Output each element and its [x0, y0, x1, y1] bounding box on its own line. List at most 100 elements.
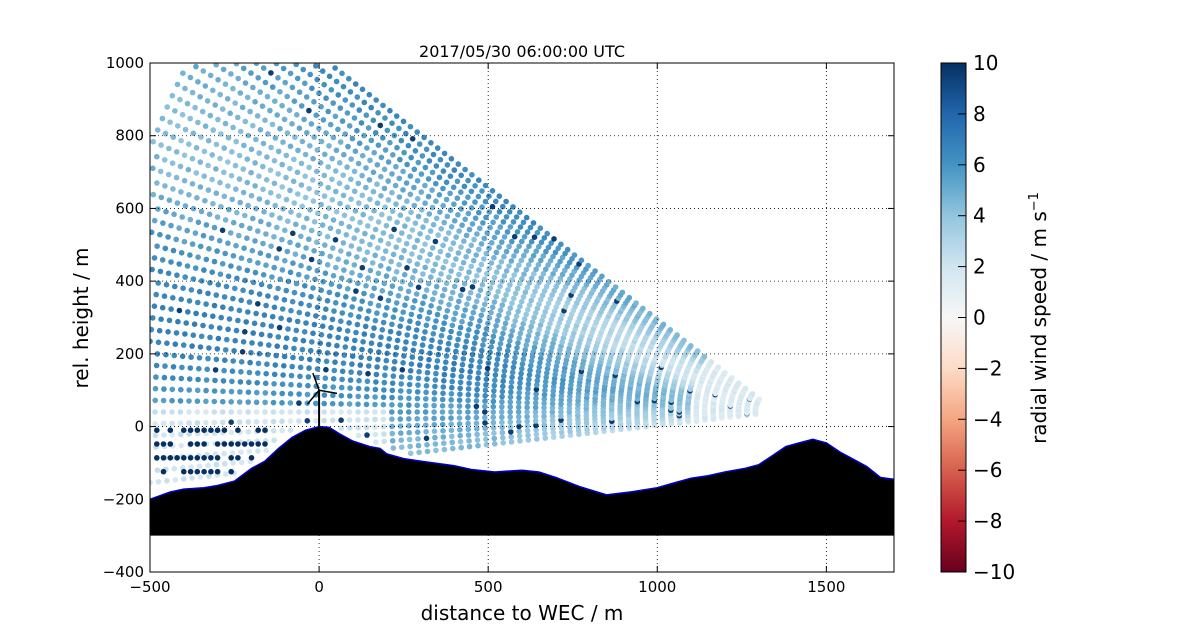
scan-point	[220, 398, 226, 405]
scan-point	[473, 334, 479, 341]
scan-point	[374, 162, 381, 168]
scan-point	[487, 224, 493, 231]
scan-point	[507, 338, 513, 344]
scan-point	[485, 290, 492, 297]
scan-point	[479, 188, 485, 194]
scan-point	[194, 420, 201, 426]
scan-point	[279, 381, 286, 388]
scan-point	[497, 224, 504, 230]
scan-point	[185, 309, 191, 315]
scan-point	[540, 270, 547, 277]
scan-point	[447, 334, 453, 341]
scan-point	[497, 283, 503, 290]
scan-point	[420, 300, 426, 307]
scan-point	[207, 72, 214, 79]
scan-point	[153, 291, 159, 298]
scan-point	[330, 384, 337, 390]
scan-point	[326, 333, 333, 339]
scan-point	[178, 137, 184, 144]
scan-point	[356, 314, 362, 320]
scan-point	[289, 84, 296, 91]
scan-point	[451, 360, 457, 367]
scan-point	[350, 345, 357, 352]
scan-point	[370, 169, 377, 176]
scan-point	[440, 384, 447, 390]
scan-point	[170, 364, 177, 370]
scan-point	[240, 189, 247, 196]
scan-point	[352, 148, 359, 154]
scan-point	[248, 441, 255, 447]
scan-point	[489, 304, 496, 311]
scan-point	[493, 367, 499, 373]
scan-point	[414, 237, 421, 244]
scan-point	[166, 145, 172, 152]
scan-point	[317, 340, 324, 347]
scan-point	[521, 316, 528, 322]
scan-point	[516, 335, 522, 342]
scan-point	[338, 275, 345, 282]
scan-point	[298, 103, 305, 109]
scan-point	[375, 245, 381, 251]
scan-point	[557, 258, 563, 265]
scan-point	[372, 409, 378, 415]
scan-point	[431, 290, 438, 296]
scan-point	[429, 245, 436, 251]
scan-point	[507, 282, 513, 288]
scan-point	[249, 340, 255, 346]
scan-point	[484, 271, 490, 277]
scan-point	[389, 380, 396, 387]
scan-point	[331, 308, 337, 314]
scan-point	[486, 193, 492, 199]
scan-point	[257, 89, 264, 95]
scan-point	[300, 291, 306, 298]
scan-point	[533, 395, 539, 402]
scan-point	[382, 248, 389, 254]
scan-point	[456, 298, 462, 305]
scan-point	[498, 259, 505, 265]
y-axis-label: rel. height / m	[69, 247, 93, 388]
scan-point	[756, 396, 762, 403]
scan-point	[493, 293, 500, 300]
scan-point	[326, 73, 333, 80]
scan-point	[174, 81, 181, 88]
scan-point	[507, 424, 514, 430]
scan-point	[457, 292, 464, 299]
scan-point	[208, 468, 214, 475]
scan-point	[248, 349, 254, 356]
scan-point	[154, 127, 161, 133]
scan-point	[367, 241, 373, 248]
scan-point	[404, 198, 410, 204]
scan-point	[355, 160, 362, 167]
scan-point	[253, 310, 259, 317]
scan-point	[187, 468, 194, 475]
scan-point	[735, 380, 742, 387]
scan-point	[516, 418, 522, 425]
scan-point	[273, 63, 280, 67]
scan-point	[234, 209, 240, 216]
scan-point	[544, 304, 550, 311]
scan-point	[189, 343, 195, 349]
scan-point	[375, 219, 382, 225]
scan-point	[508, 333, 514, 339]
scan-point	[230, 253, 237, 259]
scan-point	[381, 387, 387, 393]
scan-point	[364, 432, 370, 438]
scan-point	[382, 115, 388, 121]
scan-point	[336, 283, 343, 290]
scan-point	[188, 354, 194, 360]
scan-point	[306, 236, 312, 242]
scan-point	[220, 378, 227, 384]
scan-point	[491, 382, 498, 389]
scan-point	[260, 321, 266, 328]
scan-point	[549, 405, 556, 411]
scan-point	[397, 285, 404, 292]
scan-point	[154, 243, 160, 249]
scan-point	[529, 319, 536, 325]
scan-point	[196, 288, 203, 295]
scan-point	[299, 138, 306, 145]
scan-point	[240, 166, 247, 172]
scan-point	[195, 119, 201, 126]
scan-point	[435, 351, 442, 358]
scan-point	[170, 134, 177, 140]
scan-point	[238, 255, 245, 261]
